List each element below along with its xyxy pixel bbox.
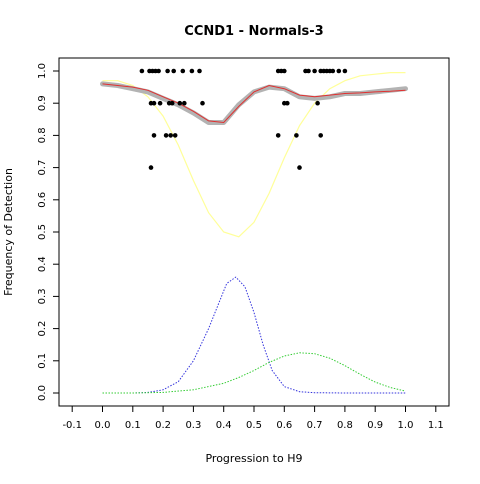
data-point: [168, 133, 173, 138]
data-point: [156, 68, 161, 74]
x-tick-label: 0.9: [367, 420, 383, 431]
data-point: [342, 68, 348, 74]
data-point: [172, 133, 178, 138]
data-point: [171, 68, 176, 74]
x-tick-label: 1.1: [428, 420, 444, 431]
y-tick-label: 0.2: [37, 321, 48, 337]
data-point: [275, 133, 281, 138]
x-axis-label: Progression to H9: [205, 452, 302, 465]
y-tick-label: 0.3: [37, 288, 48, 304]
y-axis-label: Frequency of Detection: [2, 168, 15, 296]
data-point: [157, 100, 163, 106]
data-point: [151, 100, 157, 106]
data-point: [306, 68, 311, 74]
x-tick-label: 0.6: [276, 420, 292, 431]
y-tick-label: 0.7: [37, 160, 48, 176]
green-density-curve: [102, 352, 406, 394]
data-point: [177, 100, 183, 106]
data-point: [200, 100, 205, 106]
data-point: [189, 68, 195, 74]
smooth-line: [102, 83, 406, 124]
y-tick-label: 0.9: [37, 95, 48, 111]
points-layer: [139, 68, 348, 170]
y-tick-label: 0.0: [37, 385, 48, 401]
x-tick-label: 0.5: [246, 420, 262, 431]
data-point: [151, 133, 157, 138]
data-point: [318, 133, 324, 138]
y-tick-label: 0.1: [37, 353, 48, 369]
chart-title: CCND1 - Normals-3: [184, 24, 323, 39]
data-point: [163, 133, 169, 138]
data-point: [182, 100, 187, 106]
curves-layer: [100, 72, 408, 394]
blue-density-curve: [102, 276, 406, 394]
data-point: [169, 100, 175, 106]
data-point: [197, 68, 202, 74]
x-tick-label: 0.3: [185, 420, 201, 431]
data-point: [165, 68, 170, 74]
x-tick-label: -0.1: [62, 420, 82, 431]
y-tick-label: 0.4: [37, 256, 48, 272]
data-point: [282, 68, 287, 74]
plot-frame: [58, 57, 450, 407]
x-tick-label: 0.0: [95, 420, 111, 431]
x-tick-label: 0.2: [155, 420, 171, 431]
data-point: [312, 68, 317, 74]
yellow-curve: [102, 72, 406, 238]
x-tick-label: 0.4: [216, 420, 232, 431]
data-point: [148, 165, 154, 170]
y-ticks: 0.0 0.1 0.2 0.3 0.4 0.5 0.6 0.7 0.8 0.9 1.0: [37, 63, 59, 401]
data-point: [285, 100, 290, 106]
gray-band: [100, 81, 408, 125]
data-point: [336, 68, 342, 74]
data-point: [315, 100, 320, 106]
data-point: [139, 68, 145, 74]
data-point: [294, 133, 299, 138]
x-tick-label: 0.8: [337, 420, 353, 431]
x-tick-label: 0.1: [125, 420, 141, 431]
y-tick-label: 1.0: [37, 63, 48, 79]
data-point: [330, 68, 336, 74]
y-tick-label: 0.8: [37, 127, 48, 143]
data-point: [180, 68, 186, 74]
x-tick-label: 1.0: [398, 420, 414, 431]
data-point: [297, 165, 302, 170]
x-ticks: -0.1 0.0 0.1 0.2 0.3 0.4 0.5 0.6 0.7 0.8 0.9 1.0 1.1: [62, 406, 444, 431]
y-tick-label: 0.5: [37, 224, 48, 240]
x-tick-label: 0.7: [307, 420, 323, 431]
y-tick-label: 0.6: [37, 192, 48, 208]
